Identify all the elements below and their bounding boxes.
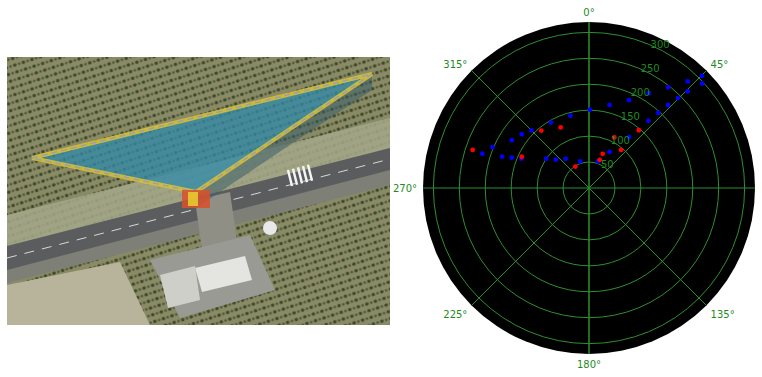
tank <box>263 221 277 235</box>
grid <box>423 22 755 354</box>
r-tick-label: 50 <box>601 159 614 170</box>
theta-tick-label: 0° <box>583 7 594 18</box>
r-tick-label: 250 <box>641 63 660 74</box>
point <box>600 151 605 156</box>
fields <box>7 57 390 325</box>
point <box>627 98 632 103</box>
runway-marking <box>303 166 307 182</box>
point <box>519 132 524 137</box>
path-area <box>32 74 372 192</box>
theta-tick-label: 270° <box>393 183 417 194</box>
points <box>470 73 704 169</box>
point <box>607 150 612 155</box>
point <box>666 103 671 108</box>
point <box>558 125 563 130</box>
theta-tick-label: 45° <box>711 59 729 70</box>
runway-marking <box>298 167 302 183</box>
point <box>646 118 651 123</box>
point <box>685 89 690 94</box>
point <box>544 156 549 161</box>
point <box>568 113 573 118</box>
point <box>588 107 593 112</box>
r-tick-label: 200 <box>631 87 650 98</box>
runway-marking <box>293 169 297 185</box>
point <box>636 128 641 133</box>
point <box>470 148 475 153</box>
point <box>656 110 661 115</box>
start-zone <box>182 190 210 208</box>
point <box>553 157 558 162</box>
bare-ground <box>7 262 150 325</box>
spoke <box>472 71 707 306</box>
point <box>500 154 505 159</box>
theta-tick-label: 180° <box>577 359 601 370</box>
theta-tick-label: 225° <box>443 309 467 320</box>
apron <box>150 235 275 318</box>
aerial-image <box>7 57 390 325</box>
point <box>666 85 671 90</box>
point <box>539 128 544 133</box>
path-shadow <box>32 74 372 208</box>
theta-tick-label: 315° <box>443 59 467 70</box>
point <box>573 164 578 169</box>
point <box>549 120 554 125</box>
polar-background <box>423 22 755 354</box>
point <box>700 81 705 86</box>
figure: 50 100 150 200 250 300 0° 45° 135° 180° 225° 270° 31… <box>0 0 762 377</box>
hangar <box>195 256 252 292</box>
r-tick-label: 150 <box>621 111 640 122</box>
path-track-inner <box>32 74 372 192</box>
point <box>685 79 690 84</box>
building <box>160 266 200 308</box>
point <box>676 96 681 101</box>
point <box>509 155 514 160</box>
path-track <box>32 74 372 192</box>
point <box>578 159 583 164</box>
point <box>607 103 612 108</box>
r-tick-label: 100 <box>611 135 630 146</box>
point <box>480 151 485 156</box>
runway-marking <box>288 170 292 186</box>
point <box>519 154 524 159</box>
point <box>509 138 514 143</box>
point <box>529 128 534 133</box>
theta-tick-label: 135° <box>711 309 735 320</box>
point <box>490 145 495 150</box>
start-zone-core <box>188 192 198 206</box>
point <box>700 73 705 78</box>
point <box>619 148 624 153</box>
runway-marking <box>308 165 312 181</box>
point <box>563 156 568 161</box>
r-tick-label: 300 <box>651 39 670 50</box>
